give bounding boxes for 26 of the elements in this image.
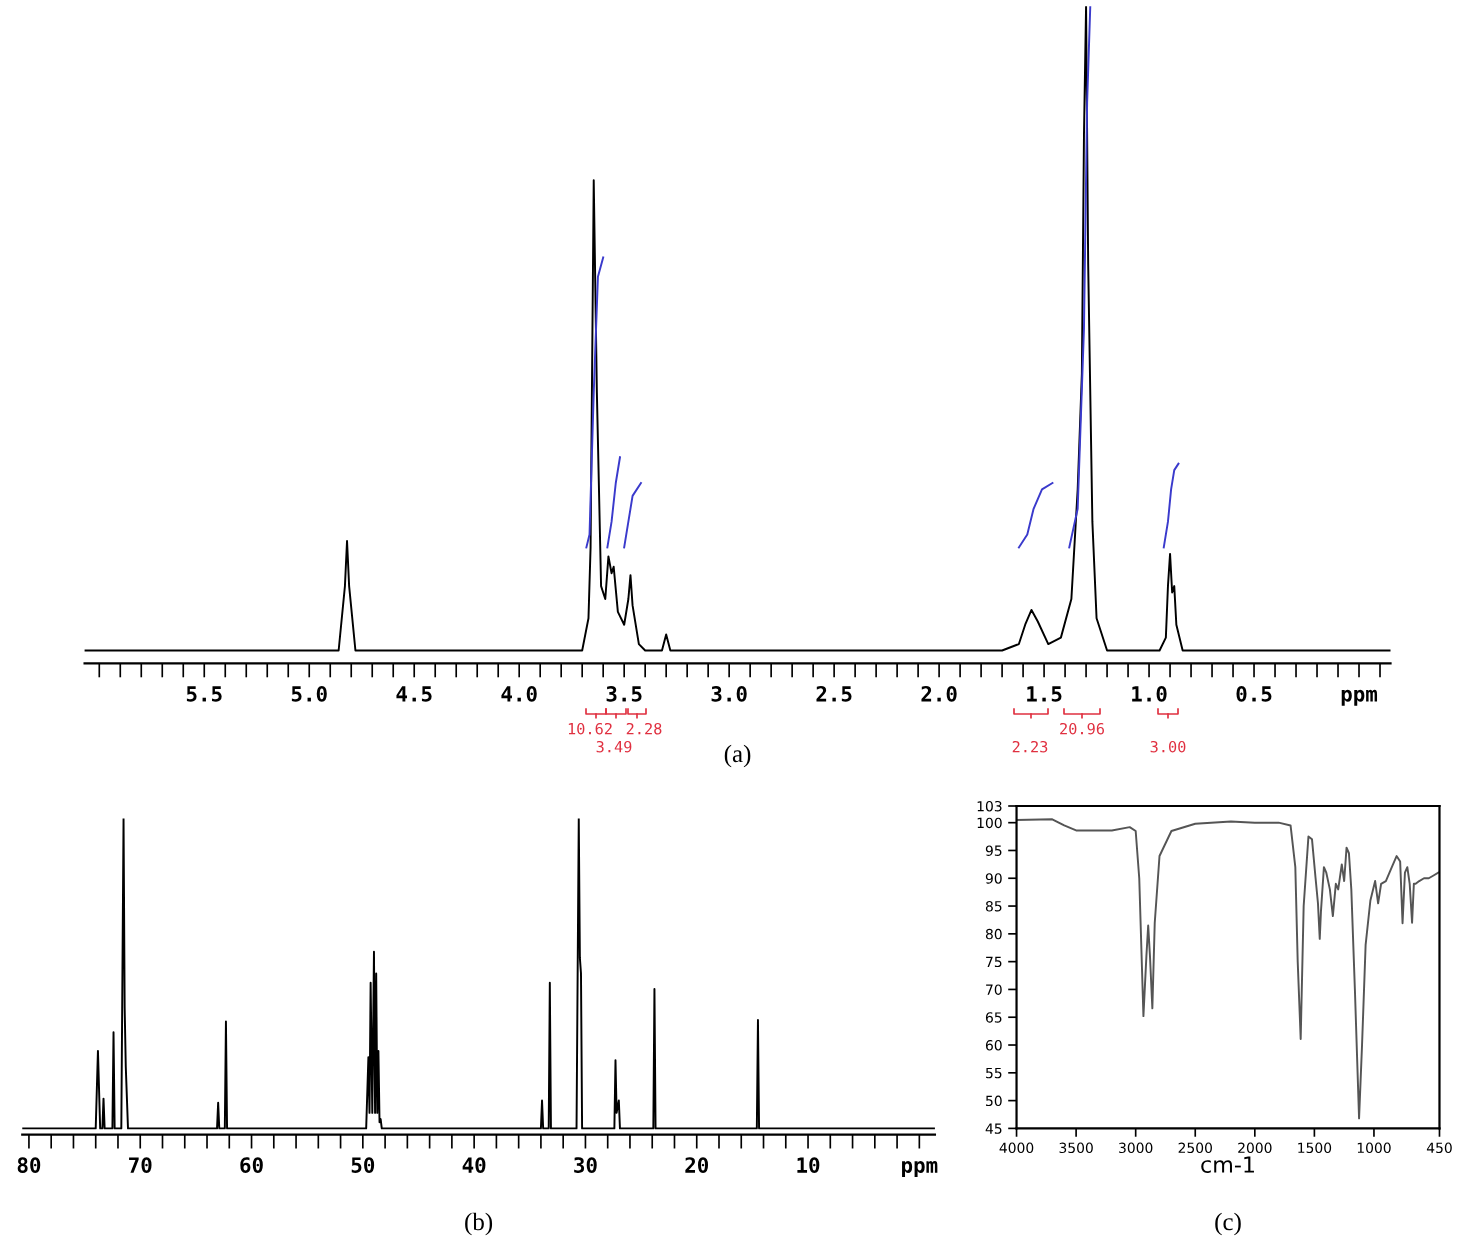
x-tick-label: 50 bbox=[351, 1157, 375, 1173]
x-tick-label: 5.0 bbox=[291, 685, 327, 702]
x-tick-label: 10 bbox=[797, 1157, 820, 1173]
text: (b) bbox=[465, 1212, 493, 1236]
x-tick-label: 3.0 bbox=[711, 685, 747, 702]
x-tick-label: 60 bbox=[240, 1157, 263, 1173]
x-tick-label: 30 bbox=[574, 1157, 597, 1173]
x-tick-label: 20 bbox=[685, 1157, 709, 1173]
x-tick-label: 4.0 bbox=[501, 685, 537, 702]
text: (a) bbox=[724, 744, 751, 768]
x-axis-title: cm-1 bbox=[1201, 1156, 1254, 1173]
text: (c) bbox=[1215, 1212, 1241, 1236]
x-tick-label: 1.0 bbox=[1132, 685, 1167, 702]
x-tick-label: ppm bbox=[902, 1160, 938, 1177]
x-tick-label: 3.5 bbox=[606, 685, 642, 702]
line-series bbox=[1016, 818, 1440, 1120]
x-tick-label: 4.5 bbox=[396, 686, 432, 702]
x-tick-label: 2.0 bbox=[921, 685, 957, 702]
x-tick-label: 5.5 bbox=[186, 686, 222, 702]
x-tick-label: ppm bbox=[1341, 689, 1378, 706]
x-tick-label: 70 bbox=[129, 1157, 152, 1173]
x-tick-label: 0.5 bbox=[1236, 685, 1272, 702]
x-tick-label: 80 bbox=[17, 1157, 41, 1173]
x-tick-label: 40 bbox=[462, 1157, 486, 1173]
x-tick-label: 2.5 bbox=[816, 685, 852, 702]
x-tick-label: 1.5 bbox=[1027, 686, 1062, 702]
